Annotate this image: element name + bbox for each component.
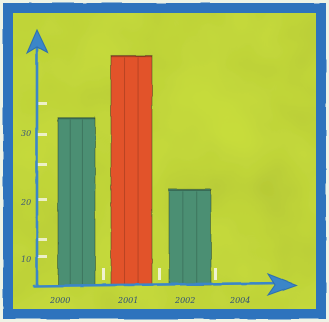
bar-2002 — [168, 188, 212, 286]
x-tick-label-2000: 2000 — [49, 296, 70, 305]
bar-2000 — [57, 117, 96, 286]
x-tick-mark — [214, 268, 217, 280]
y-tick-mark — [37, 102, 47, 105]
y-tick-mark — [37, 238, 47, 241]
y-tick-label-20: 20 — [20, 198, 31, 207]
axes — [25, 28, 298, 296]
bar-rect — [57, 117, 96, 286]
x-axis-line — [32, 281, 287, 288]
bar-2001 — [110, 54, 153, 286]
y-tick-label-10: 10 — [21, 255, 31, 264]
y-tick-mark — [37, 133, 47, 136]
y-ticks-group — [37, 102, 217, 280]
x-tick-label-2004: 2004 — [229, 296, 250, 305]
y-axis-arrow — [25, 28, 50, 55]
y-tick-mark — [37, 163, 47, 166]
x-tick-label-2002: 2002 — [174, 296, 195, 305]
bar-rect — [168, 188, 212, 286]
y-tick-mark — [37, 255, 47, 258]
x-tick-label-2001: 2001 — [117, 296, 138, 305]
x-axis-arrow — [266, 272, 298, 296]
y-tick-label-30: 30 — [21, 129, 31, 138]
x-tick-mark — [158, 268, 161, 280]
bars-group — [57, 54, 212, 286]
y-tick-mark — [37, 198, 47, 201]
x-tick-mark — [102, 268, 105, 280]
bar-rect — [110, 54, 153, 286]
